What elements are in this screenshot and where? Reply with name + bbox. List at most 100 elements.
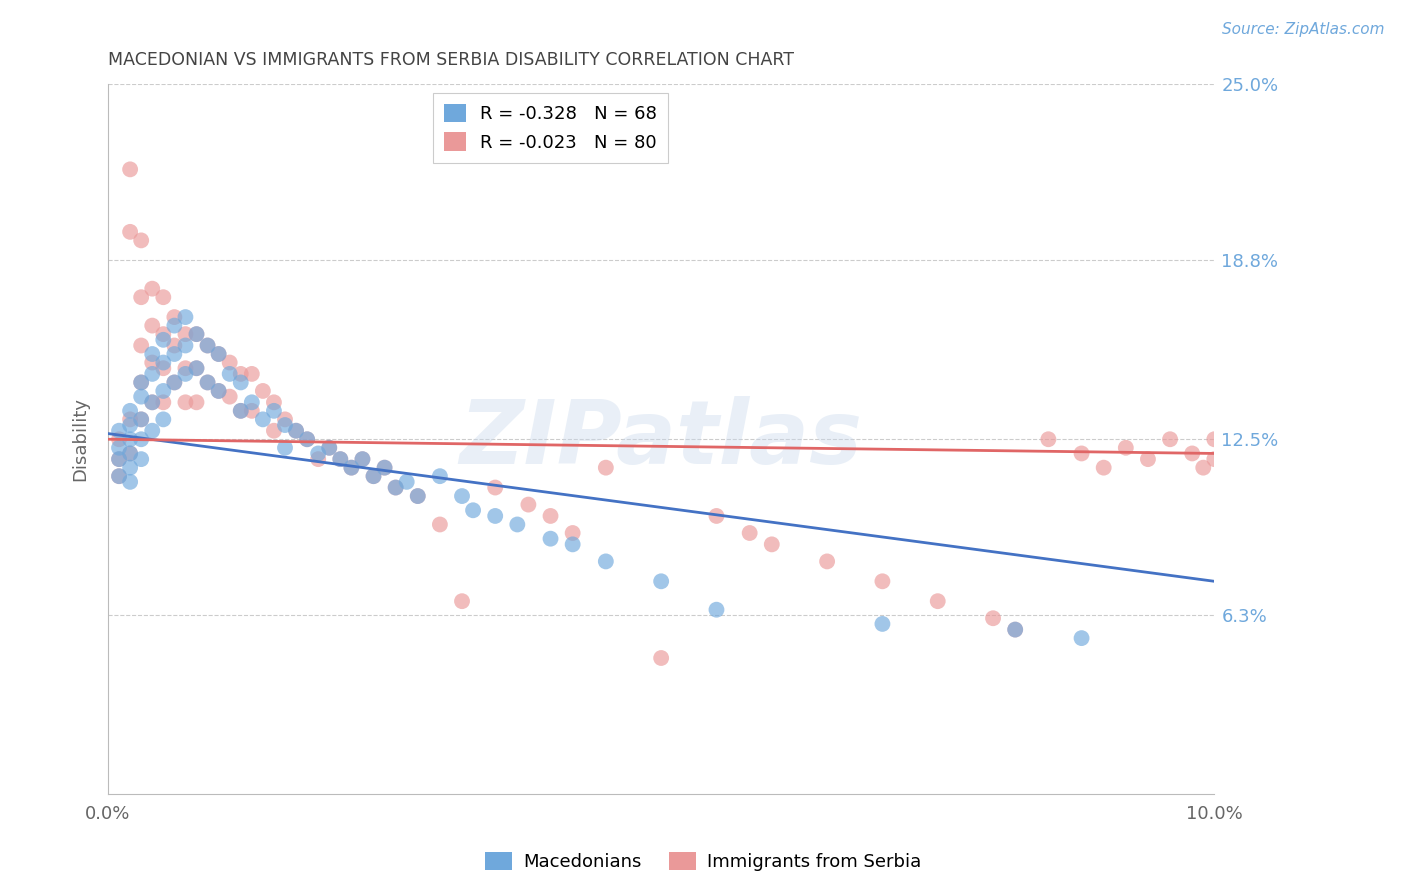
Point xyxy=(561,526,583,541)
Point xyxy=(120,412,142,426)
Point xyxy=(186,327,208,342)
Point xyxy=(141,395,163,409)
Point xyxy=(363,469,385,483)
Legend: R = -0.328   N = 68, R = -0.023   N = 80: R = -0.328 N = 68, R = -0.023 N = 80 xyxy=(433,93,668,162)
Point xyxy=(120,432,142,446)
Point xyxy=(384,481,406,495)
Point xyxy=(218,390,240,404)
Point xyxy=(706,603,728,617)
Point xyxy=(318,441,340,455)
Point xyxy=(263,395,285,409)
Point xyxy=(406,489,429,503)
Point xyxy=(517,498,540,512)
Point xyxy=(1038,432,1060,446)
Point xyxy=(506,517,529,532)
Point xyxy=(1136,452,1159,467)
Point xyxy=(218,355,240,369)
Point xyxy=(650,574,672,589)
Point xyxy=(484,508,506,523)
Point xyxy=(197,338,219,352)
Point xyxy=(163,318,186,333)
Point xyxy=(1004,623,1026,637)
Point xyxy=(815,554,838,568)
Point xyxy=(174,367,197,381)
Point xyxy=(229,367,252,381)
Point xyxy=(263,424,285,438)
Point xyxy=(120,460,142,475)
Point xyxy=(141,424,163,438)
Point xyxy=(174,338,197,352)
Point xyxy=(163,376,186,390)
Point xyxy=(872,616,894,631)
Point xyxy=(152,333,174,347)
Point xyxy=(340,460,363,475)
Point xyxy=(186,361,208,376)
Point xyxy=(120,446,142,460)
Point xyxy=(295,432,318,446)
Point xyxy=(129,452,152,467)
Point xyxy=(197,376,219,390)
Point xyxy=(141,355,163,369)
Point xyxy=(1204,432,1226,446)
Point xyxy=(285,424,308,438)
Point xyxy=(263,404,285,418)
Point xyxy=(120,446,142,460)
Point xyxy=(352,452,374,467)
Point xyxy=(384,481,406,495)
Point xyxy=(240,367,263,381)
Point xyxy=(595,554,617,568)
Point xyxy=(274,441,297,455)
Point xyxy=(374,460,396,475)
Point xyxy=(872,574,894,589)
Point xyxy=(761,537,783,551)
Point xyxy=(174,310,197,324)
Point xyxy=(1004,623,1026,637)
Point xyxy=(285,424,308,438)
Point xyxy=(129,412,152,426)
Point xyxy=(274,418,297,433)
Point xyxy=(186,395,208,409)
Point xyxy=(207,347,229,361)
Point xyxy=(129,412,152,426)
Point xyxy=(120,225,142,239)
Point xyxy=(129,376,152,390)
Point xyxy=(174,327,197,342)
Point xyxy=(484,481,506,495)
Point xyxy=(1070,631,1092,645)
Point xyxy=(197,376,219,390)
Point xyxy=(108,441,131,455)
Point xyxy=(429,469,451,483)
Point xyxy=(218,367,240,381)
Point xyxy=(152,395,174,409)
Point xyxy=(540,532,562,546)
Point xyxy=(252,384,274,398)
Legend: Macedonians, Immigrants from Serbia: Macedonians, Immigrants from Serbia xyxy=(478,845,928,879)
Point xyxy=(374,460,396,475)
Point xyxy=(252,412,274,426)
Point xyxy=(120,418,142,433)
Point xyxy=(363,469,385,483)
Point xyxy=(120,475,142,489)
Point xyxy=(307,446,329,460)
Point xyxy=(738,526,761,541)
Point xyxy=(540,508,562,523)
Point xyxy=(1181,446,1204,460)
Point xyxy=(340,460,363,475)
Point xyxy=(152,290,174,304)
Point xyxy=(318,441,340,455)
Point xyxy=(207,384,229,398)
Point xyxy=(108,452,131,467)
Y-axis label: Disability: Disability xyxy=(72,397,89,482)
Point xyxy=(650,651,672,665)
Point xyxy=(595,460,617,475)
Point xyxy=(163,347,186,361)
Point xyxy=(108,452,131,467)
Point xyxy=(229,376,252,390)
Point xyxy=(108,432,131,446)
Point xyxy=(108,469,131,483)
Point xyxy=(207,384,229,398)
Point xyxy=(152,327,174,342)
Point xyxy=(174,361,197,376)
Point xyxy=(141,347,163,361)
Point xyxy=(207,347,229,361)
